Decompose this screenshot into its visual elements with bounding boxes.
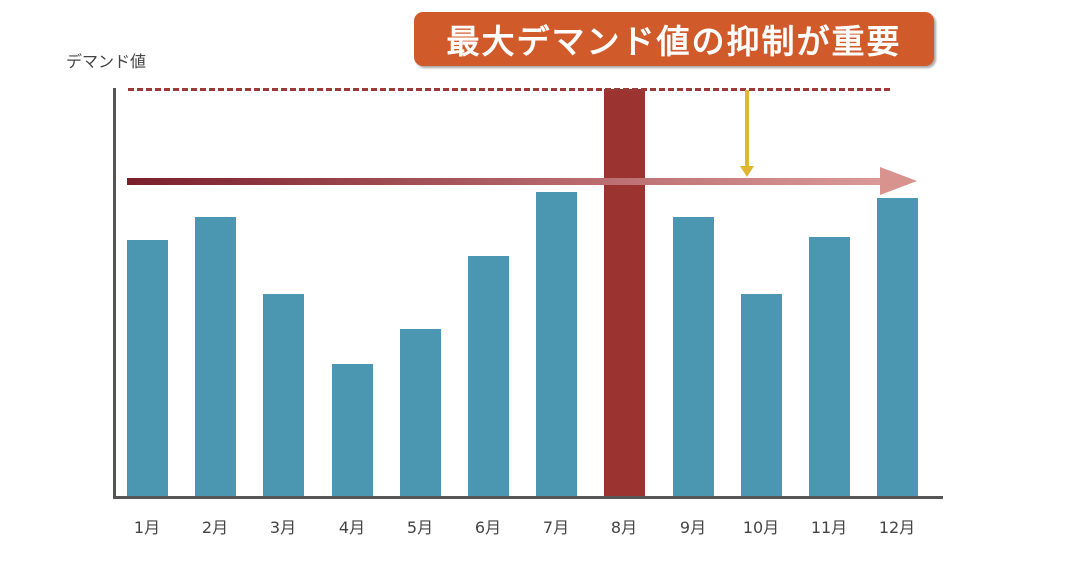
max-demand-dashed-line — [128, 88, 890, 91]
x-tick-label: 6月 — [474, 518, 502, 537]
bar-3月 — [263, 294, 304, 496]
trend-arrow-head-icon — [880, 167, 917, 195]
x-tick-label: 11月 — [810, 518, 848, 537]
x-tick-label: 2月 — [201, 518, 229, 537]
trend-arrow-shaft — [127, 178, 883, 185]
bar-10月 — [741, 294, 782, 496]
x-tick-label: 10月 — [742, 518, 780, 537]
x-axis — [113, 496, 943, 499]
bar-5月 — [400, 329, 441, 496]
bar-1月 — [127, 240, 168, 496]
bar-6月 — [468, 256, 509, 496]
bar-7月 — [536, 192, 577, 496]
y-axis — [113, 88, 116, 499]
x-tick-label: 7月 — [542, 518, 570, 537]
x-tick-label: 8月 — [610, 518, 638, 537]
bar-12月 — [877, 198, 918, 496]
bar-4月 — [332, 364, 373, 496]
bar-8月 — [604, 89, 645, 496]
suppression-arrow-down-icon — [740, 166, 754, 177]
bar-2月 — [195, 217, 236, 496]
x-tick-label: 12月 — [878, 518, 916, 537]
suppression-arrow-shaft — [745, 90, 749, 168]
x-tick-label: 4月 — [338, 518, 366, 537]
x-tick-label: 1月 — [133, 518, 161, 537]
bar-9月 — [673, 217, 714, 496]
bar-11月 — [809, 237, 850, 496]
x-tick-label: 9月 — [679, 518, 707, 537]
y-axis-label: デマンド値 — [66, 52, 147, 71]
x-tick-label: 5月 — [406, 518, 434, 537]
x-tick-label: 3月 — [269, 518, 297, 537]
chart-title: 最大デマンド値の抑制が重要 — [414, 12, 934, 66]
